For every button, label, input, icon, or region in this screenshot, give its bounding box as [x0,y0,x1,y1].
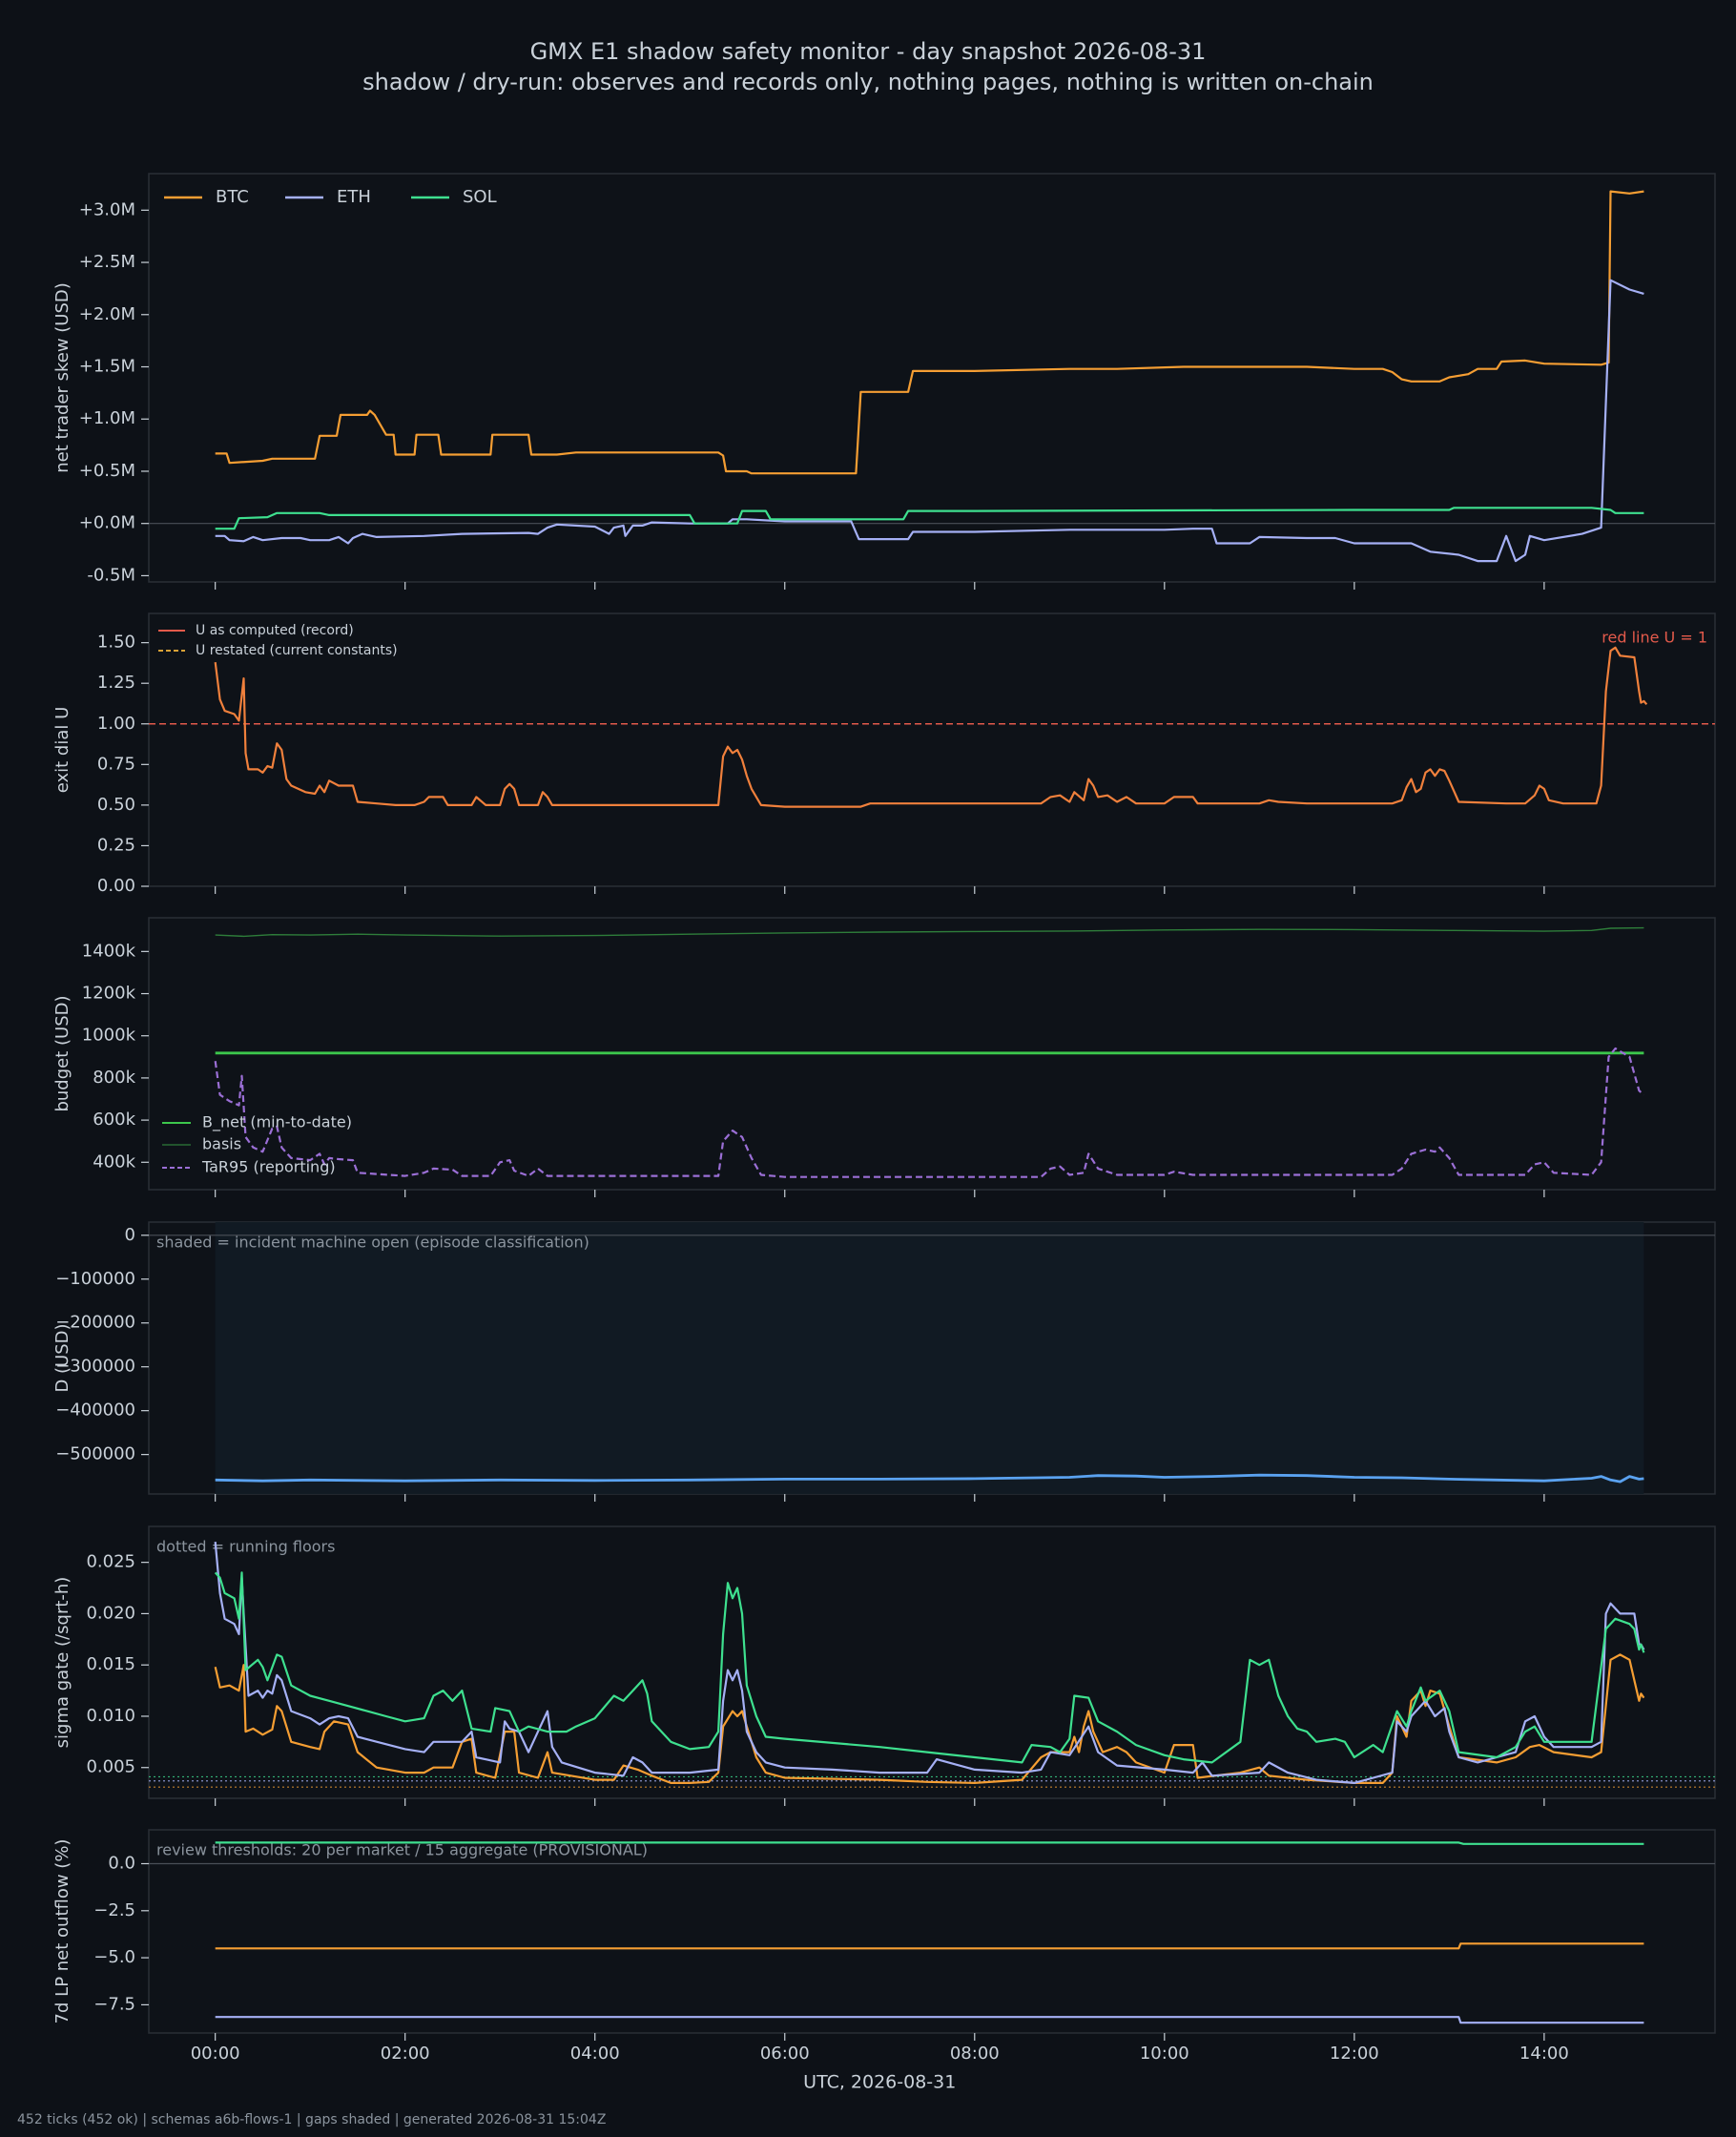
series-line-basis [215,926,1644,938]
panel-4: 0 −100000 −200000 −300000 −400000 −500000 D (U… [52,1221,1716,1502]
legend-label: BTC [216,187,249,207]
series-line-eth [215,279,1644,563]
y-tick-label: +0.0M [79,513,135,533]
panel-frame [148,1525,1716,1799]
y-tick-label: +1.0M [79,408,135,428]
y-tick-label: +3.0M [79,199,135,219]
y-axis-label: exit dial U [52,707,72,794]
y-tick-label: 0.0 [108,1854,135,1874]
legend-label: SOL [463,187,497,207]
y-tick-label: +0.5M [79,461,135,481]
x-tick-label: 04:00 [570,2044,620,2064]
series-line-sol [215,1841,1644,1845]
y-tick-label: 1.25 [97,673,135,693]
panel-note: shaded = incident machine open (episode … [156,1234,589,1252]
legend: BTC ETH SOL [164,187,497,207]
y-tick-label: +2.5M [79,252,135,272]
y-axis-label: budget (USD) [52,995,72,1111]
page-title: GMX E1 shadow safety monitor - day snaps… [529,38,1207,65]
y-tick-label: 0.005 [86,1757,135,1777]
legend-label: U restated (current constants) [196,643,398,658]
x-tick-label: 06:00 [760,2044,810,2064]
series-line-eth [215,2016,1644,2024]
legend-label: ETH [337,187,371,207]
x-tick-label: 02:00 [381,2044,430,2064]
y-tick-label: 0.25 [97,835,135,855]
y-tick-label: +1.5M [79,357,135,377]
y-tick-label: −400000 [55,1400,135,1421]
y-tick-label: 400k [93,1151,135,1172]
panel-6: 0.0 −2.5 −5.0 −7.5 7d LP net outflow (%) revi… [52,1829,1716,2041]
y-tick-label: 0.020 [86,1603,135,1623]
incident-shaded-region [215,1222,1644,1494]
y-tick-label: 1200k [82,984,136,1004]
x-tick-label: 08:00 [950,2044,1000,2064]
y-tick-label: 1.50 [97,633,135,653]
series-line-sol [215,507,1644,530]
y-axis-label: sigma gate (/sqrt-h) [52,1577,72,1749]
y-tick-label: 0.010 [86,1706,135,1726]
y-tick-label: 600k [93,1110,135,1130]
red-line-label: red line U = 1 [1602,629,1707,647]
y-tick-label: +2.0M [79,304,135,324]
footer-status: 452 ticks (452 ok) | schemas a6b-flows-1… [17,2112,607,2127]
legend-label: TaR95 (reporting) [201,1158,336,1176]
y-tick-label: 0.50 [97,795,135,815]
panel-5: 0.005 0.010 0.015 0.020 0.025 sigma gate (/sq… [52,1525,1716,1806]
y-tick-label: -0.5M [87,565,135,585]
x-tick-label: 10:00 [1140,2044,1189,2064]
y-axis-label: 7d LP net outflow (%) [52,1839,72,2024]
page-subtitle: shadow / dry-run: observes and records o… [362,69,1374,95]
x-tick-label: 12:00 [1330,2044,1379,2064]
y-tick-label: −5.0 [93,1947,135,1967]
legend: U as computed (record) U restated (curren… [158,623,398,658]
x-tick-label: 14:00 [1519,2044,1569,2064]
y-tick-label: −100000 [55,1269,135,1289]
series-line-eth [214,1542,1645,1785]
y-tick-label: 0.025 [86,1552,135,1572]
y-tick-label: 0.75 [97,754,135,774]
y-axis-label: D (USD) [52,1323,72,1392]
y-tick-label: 1000k [82,1026,136,1046]
legend-label: U as computed (record) [196,623,354,638]
legend: B_net (min-to-date) basis TaR95 (reporting… [162,1113,352,1176]
y-tick-label: −2.5 [93,1900,135,1920]
panel-3: 400k 600k 800k 1000k 1200k 1400k budget (USD) B… [52,917,1716,1197]
series-line-u-as-computed-record- [214,646,1648,808]
y-tick-label: −200000 [55,1313,135,1333]
x-axis-label: UTC, 2026-08-31 [803,2072,956,2093]
panel-1: -0.5M +0.0M +0.5M +1.0M +1.5M +2.0M +2.5M +3.0M… [52,173,1716,590]
y-tick-label: −300000 [55,1357,135,1377]
legend-label: B_net (min-to-date) [202,1113,352,1132]
y-axis-label: net trader skew (USD) [52,282,72,473]
y-tick-label: 0.015 [86,1654,135,1674]
series-line-btc [215,1942,1644,1950]
y-tick-label: 1400k [82,941,136,961]
panel-note: dotted = running floors [156,1538,335,1556]
panel-note: review thresholds: 20 per market / 15 ag… [156,1841,648,1859]
y-tick-label: 1.00 [97,714,135,734]
y-tick-label: 800k [93,1068,135,1088]
x-tick-label: 00:00 [191,2044,240,2064]
panel-frame [148,1829,1716,2034]
y-tick-label: −7.5 [93,1994,135,2014]
series-line-d [215,1473,1644,1483]
y-tick-label: −500000 [55,1444,135,1464]
y-tick-label: 0.00 [97,876,135,896]
series-line-btc [214,1653,1645,1785]
panel-frame [148,612,1716,887]
y-tick-label: 0 [125,1225,135,1245]
legend-label: basis [202,1135,241,1153]
panel-2: 0.00 0.25 0.50 0.75 1.00 1.25 1.50 exit dial U r… [52,612,1716,896]
series-line-sol [214,1571,1645,1764]
panel-frame [148,173,1716,583]
series-line-btc [215,190,1644,475]
